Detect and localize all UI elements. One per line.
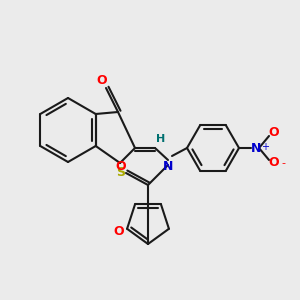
Text: O: O bbox=[114, 225, 124, 238]
Text: N: N bbox=[163, 160, 173, 173]
Text: O: O bbox=[269, 127, 279, 140]
Text: O: O bbox=[116, 160, 126, 172]
Text: O: O bbox=[97, 74, 107, 86]
Text: S: S bbox=[116, 166, 125, 178]
Text: +: + bbox=[261, 142, 269, 152]
Text: -: - bbox=[281, 158, 285, 168]
Text: O: O bbox=[269, 157, 279, 169]
Text: N: N bbox=[251, 142, 261, 155]
Text: H: H bbox=[156, 134, 166, 144]
